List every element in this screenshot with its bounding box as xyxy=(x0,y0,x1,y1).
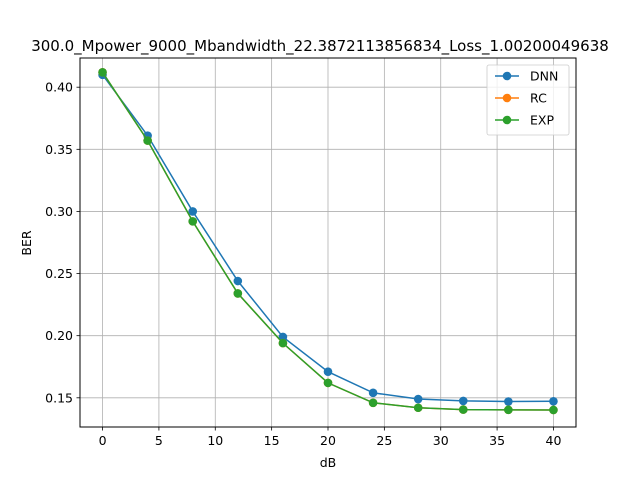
legend-item-exp: EXP xyxy=(495,113,554,128)
legend-item-dnn: DNN xyxy=(495,69,558,84)
data-point-dnn xyxy=(549,396,558,406)
x-tick-label: 35 xyxy=(489,433,505,448)
data-point-dnn xyxy=(504,397,513,406)
data-point-dnn xyxy=(233,276,243,286)
legend-swatch-marker xyxy=(502,71,512,81)
data-point-exp xyxy=(278,338,288,348)
legend-label: EXP xyxy=(530,113,554,128)
x-tick-label: 30 xyxy=(433,433,449,448)
series-exp xyxy=(98,67,558,415)
y-tick-label: 0.20 xyxy=(45,328,73,343)
data-point-exp xyxy=(549,405,558,415)
data-point-exp xyxy=(413,403,423,413)
data-point-exp xyxy=(458,405,468,414)
data-point-exp xyxy=(504,405,513,415)
y-tick-label: 0.25 xyxy=(45,266,73,281)
data-point-exp xyxy=(233,289,243,298)
x-axis-label: dB xyxy=(320,455,337,470)
y-tick-label: 0.40 xyxy=(45,80,73,95)
chart-title: 300.0_Mpower_9000_Mbandwidth_22.38721138… xyxy=(31,37,609,56)
data-point-dnn xyxy=(368,388,378,398)
data-point-exp xyxy=(143,136,152,145)
data-point-exp xyxy=(323,378,333,388)
series-layer xyxy=(98,67,558,415)
series-dnn xyxy=(98,70,558,406)
y-tick-label: 0.35 xyxy=(45,142,73,157)
legend: DNN RC EXP xyxy=(486,64,570,136)
legend-item-rc: RC xyxy=(495,91,547,106)
x-tick-label: 40 xyxy=(546,433,562,448)
data-point-dnn xyxy=(413,394,423,404)
axis-ticks: 0 5 10 15 20 25 30 35 40 0.15 0.20 0.25 0.30 0.35 0.40 xyxy=(45,80,561,448)
x-tick-label: 10 xyxy=(207,433,223,448)
y-axis-label: BER xyxy=(19,230,34,255)
data-point-exp xyxy=(188,217,198,226)
data-point-dnn xyxy=(188,207,198,216)
legend-swatch-marker xyxy=(502,115,512,125)
x-tick-label: 20 xyxy=(320,433,336,448)
data-point-exp xyxy=(368,398,378,408)
legend-label: RC xyxy=(530,91,547,106)
x-tick-label: 15 xyxy=(264,433,280,448)
data-point-exp xyxy=(98,67,107,77)
grid-lines xyxy=(80,58,576,427)
y-tick-label: 0.30 xyxy=(45,204,73,219)
y-tick-label: 0.15 xyxy=(45,390,73,405)
legend-label: DNN xyxy=(530,69,558,84)
x-tick-label: 25 xyxy=(376,433,392,448)
x-tick-label: 5 xyxy=(155,433,163,448)
data-point-dnn xyxy=(278,332,288,342)
legend-swatch-marker xyxy=(502,93,512,103)
data-point-dnn xyxy=(458,396,468,406)
x-tick-label: 0 xyxy=(99,433,107,448)
data-point-dnn xyxy=(323,367,333,377)
